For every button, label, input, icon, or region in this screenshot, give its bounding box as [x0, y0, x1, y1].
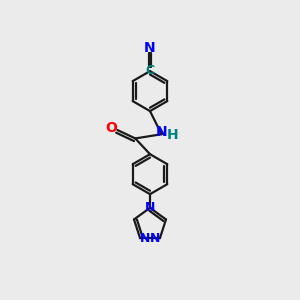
Text: C: C [146, 64, 154, 77]
Text: N: N [156, 125, 168, 139]
Text: N: N [150, 232, 160, 245]
Text: N: N [144, 201, 155, 214]
Text: N: N [140, 232, 150, 245]
Text: O: O [106, 121, 117, 135]
Text: H: H [167, 128, 178, 142]
Text: N: N [144, 41, 156, 55]
